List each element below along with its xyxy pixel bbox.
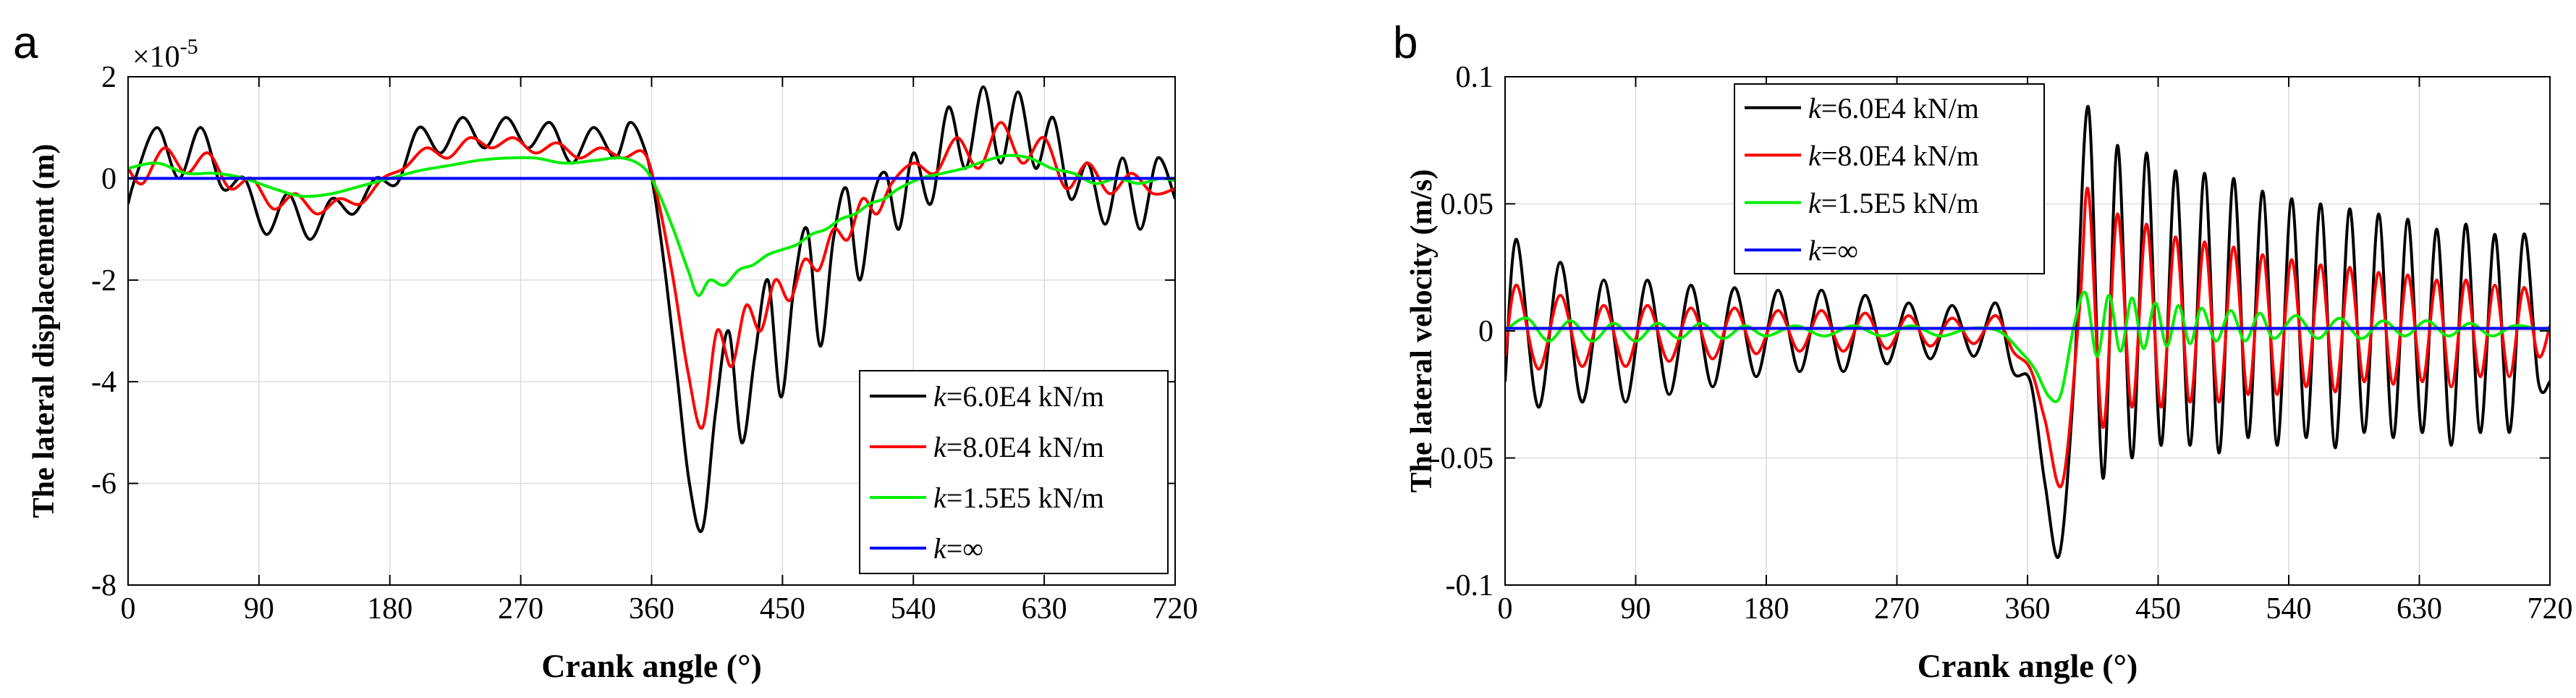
x-tick-label: 90	[1621, 592, 1651, 626]
y-tick-label: 2	[101, 61, 116, 94]
y-tick-label: -2	[91, 264, 116, 298]
legend: k=6.0E4 kN/m k=8.0E4 kN/m k=1.5E5 kN/m k=∞	[859, 370, 1169, 574]
series-line	[128, 154, 1175, 297]
x-tick-label: 540	[891, 592, 936, 626]
legend-entry: k=1.5E5 kN/m	[933, 482, 1104, 514]
y-axis-label: The lateral displacement (m)	[27, 144, 61, 518]
y-tick-label: -8	[91, 569, 116, 602]
legend-box	[859, 370, 1169, 574]
chart-panel-b: b 0 90 180 270 360 450 540 630 720 -0.1 -0.05 0 0.05 0…	[1393, 18, 2573, 684]
panel-label: b	[1393, 18, 1418, 68]
panel-label: a	[13, 18, 38, 68]
series-line	[128, 85, 1175, 533]
legend: k=6.0E4 kN/m k=8.0E4 kN/m k=1.5E5 kN/m k=∞	[1734, 83, 2045, 274]
x-tick-label: 360	[2005, 592, 2051, 626]
x-tick-label: 180	[367, 592, 412, 626]
y-tick-label: 0.1	[1456, 61, 1494, 94]
legend-entry: k=∞	[1808, 234, 1858, 266]
y-tick-label: -0.1	[1446, 569, 1494, 602]
y-tick-label: 0	[1478, 315, 1494, 348]
x-tick-label: 180	[1744, 592, 1789, 626]
chart-panel-a: a 0 90 180 270 360 450 540 630 720 -8 -6 -4 -2 0 2 Crank…	[13, 18, 1198, 684]
legend-entry: k=6.0E4 kN/m	[1808, 92, 1979, 125]
series-group	[1505, 105, 2550, 559]
legend-entry: k=1.5E5 kN/m	[1808, 187, 1979, 219]
x-tick-label: 90	[244, 592, 274, 626]
x-tick-label: 0	[1498, 592, 1513, 626]
x-tick-label: 270	[498, 592, 543, 626]
x-tick-label: 0	[121, 592, 136, 626]
y-tick-label: 0.05	[1441, 188, 1494, 222]
legend-box	[1734, 83, 2045, 274]
series-line	[1505, 105, 2550, 559]
x-tick-label: 270	[1874, 592, 1920, 626]
series-line	[1505, 187, 2550, 489]
y-axis-label: The lateral velocity (m/s)	[1405, 169, 1439, 493]
legend-entry: k=∞	[933, 532, 983, 565]
legend-entry: k=8.0E4 kN/m	[1808, 139, 1979, 172]
x-tick-label: 540	[2266, 592, 2312, 626]
series-line	[1505, 290, 2550, 403]
x-tick-label: 630	[2397, 592, 2442, 626]
x-tick-label: 360	[629, 592, 674, 626]
y-tick-label: -6	[91, 468, 116, 501]
x-tick-label: 450	[2135, 592, 2181, 626]
series-group	[128, 85, 1175, 533]
x-tick-label: 630	[1022, 592, 1067, 626]
x-tick-label: 450	[760, 592, 805, 626]
x-tick-label: 720	[2528, 592, 2573, 626]
series-line	[128, 121, 1175, 430]
ticks	[127, 76, 1176, 586]
x-tick-label: 720	[1153, 592, 1198, 626]
legend-entry: k=6.0E4 kN/m	[933, 380, 1104, 413]
x-axis-label: Crank angle (°)	[541, 647, 762, 684]
legend-entry: k=8.0E4 kN/m	[933, 431, 1104, 463]
y-tick-label: -0.05	[1431, 442, 1494, 476]
y-tick-label: -4	[91, 366, 116, 399]
x-axis-label: Crank angle (°)	[1918, 647, 2138, 684]
axis-multiplier: ×10-5	[132, 35, 198, 74]
y-tick-label: 0	[101, 162, 116, 195]
ticks	[1504, 76, 2551, 586]
